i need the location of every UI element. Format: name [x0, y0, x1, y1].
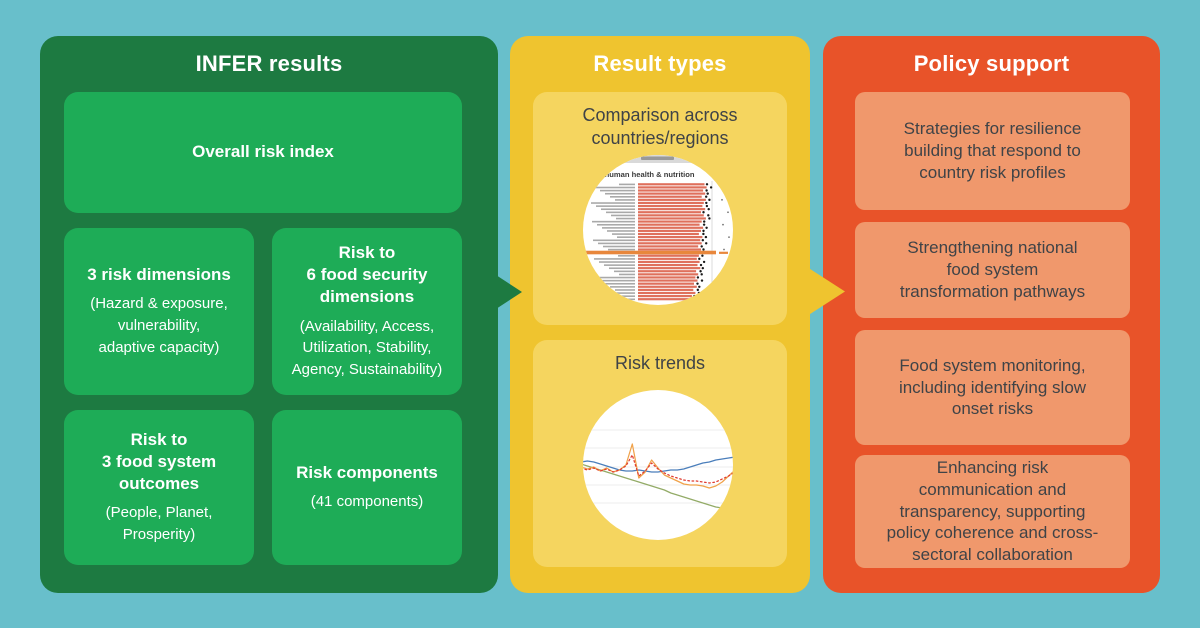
- policy-text: Strengthening national food system trans…: [899, 238, 1086, 301]
- flow-arrow-green: [496, 275, 522, 309]
- box-risk-trends: Risk trends: [533, 340, 787, 567]
- result-type-label: Comparison across countries/regions: [582, 105, 738, 148]
- result-type-label: Risk trends: [614, 353, 706, 373]
- box-subtitle: (Hazard & exposure, vulnerability, adapt…: [90, 295, 228, 356]
- box-resilience-strategies: Strategies for resilience building that …: [855, 92, 1130, 210]
- box-6-food-security-dimensions: Risk to 6 food security dimensions (Avai…: [272, 228, 462, 395]
- box-subtitle: (41 components): [310, 493, 424, 511]
- panel-infer-results: INFER results Overall risk index 3 risk …: [40, 36, 498, 593]
- box-title: Risk components: [296, 463, 438, 483]
- box-risk-communication: Enhancing risk communication and transpa…: [855, 455, 1130, 568]
- panel-title-policy-support: Policy support: [913, 51, 1070, 76]
- box-title: Risk to 3 food system outcomes: [101, 430, 217, 494]
- box-title: 3 risk dimensions: [87, 265, 231, 285]
- panel-title-infer-results: INFER results: [195, 51, 343, 76]
- policy-text: Food system monitoring, including identi…: [898, 355, 1087, 419]
- svg-text:Risks to human health & nutrit: Risks to human health & nutrition: [583, 170, 695, 179]
- flow-arrow-yellow: [807, 267, 845, 316]
- line-chart-thumbnail: [583, 390, 733, 540]
- box-3-food-system-outcomes: Risk to 3 food system outcomes (People, …: [64, 410, 254, 565]
- box-3-risk-dimensions: 3 risk dimensions (Hazard & exposure, vu…: [64, 228, 254, 395]
- box-overall-risk-index: Overall risk index: [64, 92, 462, 213]
- bar-ranking-thumbnail: Risks to human health & nutrition: [583, 155, 733, 305]
- panel-policy-support: Policy support Strategies for resilience…: [823, 36, 1160, 593]
- box-transformation-pathways: Strengthening national food system trans…: [855, 222, 1130, 318]
- box-subtitle: (Availability, Access, Utilization, Stab…: [291, 317, 443, 379]
- panel-title-result-types: Result types: [593, 51, 727, 76]
- policy-text: Enhancing risk communication and transpa…: [886, 458, 1099, 565]
- box-title: Risk to 6 food security dimensions: [306, 243, 428, 307]
- box-food-system-monitoring: Food system monitoring, including identi…: [855, 330, 1130, 445]
- box-country-comparison: Comparison across countries/regions Risk…: [533, 92, 787, 325]
- panel-result-types: Result types Comparison across countries…: [510, 36, 810, 593]
- box-risk-components: Risk components (41 components): [272, 410, 462, 565]
- box-subtitle: (People, Planet, Prosperity): [105, 504, 213, 544]
- policy-text: Strategies for resilience building that …: [903, 119, 1082, 182]
- box-title: Overall risk index: [192, 142, 334, 162]
